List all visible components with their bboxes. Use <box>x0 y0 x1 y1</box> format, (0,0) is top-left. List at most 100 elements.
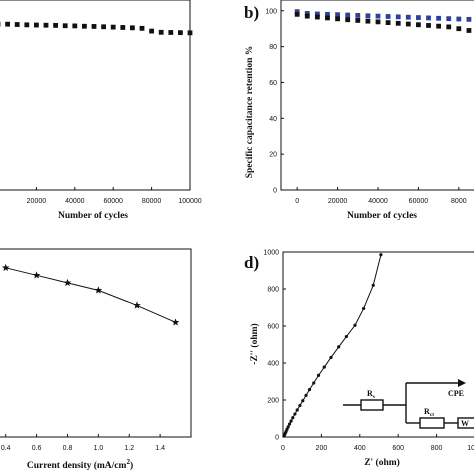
data-point <box>63 278 72 287</box>
data-point <box>405 14 411 20</box>
data-point <box>110 24 116 30</box>
data-point <box>1 263 10 272</box>
data-point <box>335 16 340 22</box>
data-point <box>329 355 333 360</box>
data-point <box>285 427 289 431</box>
data-point <box>307 388 312 392</box>
x-ticks-a: 20000 40000 60000 80000 100000 <box>27 187 202 205</box>
series-d <box>282 253 383 438</box>
rs-label-sub: s <box>373 394 375 400</box>
data-point <box>456 16 462 22</box>
y-ticks-b: 0 20 40 60 80 100 <box>265 8 284 195</box>
data-point <box>293 412 297 416</box>
data-point <box>395 14 401 20</box>
plot-frame-a <box>0 0 191 191</box>
warburg-element <box>457 417 474 429</box>
data-point <box>426 15 431 21</box>
series-c <box>1 263 180 326</box>
x-tick-label: 400 <box>354 445 366 452</box>
panel-label-d: d) <box>244 253 259 272</box>
data-point <box>466 16 472 22</box>
data-point <box>5 21 10 27</box>
x-ticks-b: 0 20000 40000 60000 8000 <box>295 187 467 205</box>
data-point <box>436 15 442 21</box>
data-point <box>426 23 431 28</box>
x-tick-label: 20000 <box>27 198 47 205</box>
x-tick-label: 0.8 <box>63 445 73 452</box>
data-point <box>304 13 310 19</box>
data-point <box>304 393 308 397</box>
data-point <box>375 19 381 25</box>
y-tick-label: 200 <box>267 398 279 405</box>
data-point <box>314 14 320 20</box>
equivalent-circuit-inset <box>343 379 474 429</box>
y-tick-label: 80 <box>269 44 277 51</box>
x-tick-label: 0 <box>281 445 285 452</box>
data-point <box>375 13 381 19</box>
cpe-arrow-icon <box>458 379 466 387</box>
data-point <box>436 23 442 29</box>
y-tick-label: 600 <box>267 324 279 331</box>
data-point <box>91 24 97 29</box>
x-tick-label: 80000 <box>142 198 162 205</box>
x-axis-label-c-sup: 2 <box>126 458 130 466</box>
y-tick-label: 400 <box>267 361 279 368</box>
data-point <box>344 334 348 339</box>
plot-frame-b <box>280 0 474 191</box>
data-point <box>316 373 321 377</box>
data-point <box>466 28 472 33</box>
x-tick-label: 0 <box>295 198 299 205</box>
panel-label-b: b) <box>244 3 259 22</box>
data-point <box>130 25 135 31</box>
data-point <box>287 422 292 426</box>
x-tick-label: 200 <box>316 445 328 452</box>
data-point <box>365 13 371 19</box>
panel-b: b) 0 20 40 60 80 100 0 20000 40000 60000 8000 Spe… <box>244 0 474 221</box>
data-point <box>322 365 326 369</box>
x-tick-label: 1.0 <box>93 445 103 452</box>
data-point <box>294 9 300 15</box>
series-a <box>0 21 193 36</box>
x-tick-label: 100000 <box>178 198 201 205</box>
x-axis-label-d: Z' (ohm) <box>364 457 400 468</box>
y-tick-label: 100 <box>265 8 277 15</box>
data-point <box>353 323 357 327</box>
x-axis-label-c: Current density (mA/cm2) <box>27 458 133 471</box>
x-axis-label-c-text: Current density (mA/cm <box>27 460 127 471</box>
data-point <box>355 18 361 23</box>
data-point <box>101 24 106 30</box>
data-point <box>325 15 330 21</box>
data-point <box>456 26 462 32</box>
data-point <box>149 28 154 34</box>
data-point <box>446 24 452 30</box>
x-axis-label-c-tail: ) <box>130 460 133 471</box>
y-tick-label: 40 <box>269 116 277 123</box>
panel-a: 20000 40000 60000 80000 100000 Number of cyc… <box>0 0 202 221</box>
y-axis-label-d: -Z'' (ohm) <box>249 323 260 364</box>
data-point <box>120 25 126 30</box>
data-point <box>345 12 351 18</box>
data-point <box>171 318 180 326</box>
plot-frame-d <box>282 251 474 438</box>
x-axis-label-b: Number of cycles <box>347 211 417 221</box>
y-tick-label: 20 <box>269 152 277 159</box>
data-point <box>158 29 164 35</box>
rct-label: Rct <box>424 407 434 418</box>
data-point <box>187 30 193 36</box>
y-tick-label: 0 <box>273 188 277 195</box>
data-point <box>24 22 30 28</box>
x-tick-label: 1.2 <box>124 445 134 452</box>
data-point <box>362 306 366 311</box>
data-point <box>286 425 290 429</box>
x-tick-label: 60000 <box>409 198 429 205</box>
data-point <box>34 22 39 28</box>
rs-resistor <box>360 399 384 411</box>
data-point <box>298 403 302 408</box>
series-b <box>294 9 472 33</box>
x-tick-label: 600 <box>392 445 404 452</box>
data-point <box>82 23 87 29</box>
x-tick-label: 1000 <box>467 445 474 452</box>
rct-label-sub: ct <box>430 412 434 418</box>
rct-label-main: R <box>424 407 430 416</box>
rs-label-main: R <box>367 389 373 398</box>
